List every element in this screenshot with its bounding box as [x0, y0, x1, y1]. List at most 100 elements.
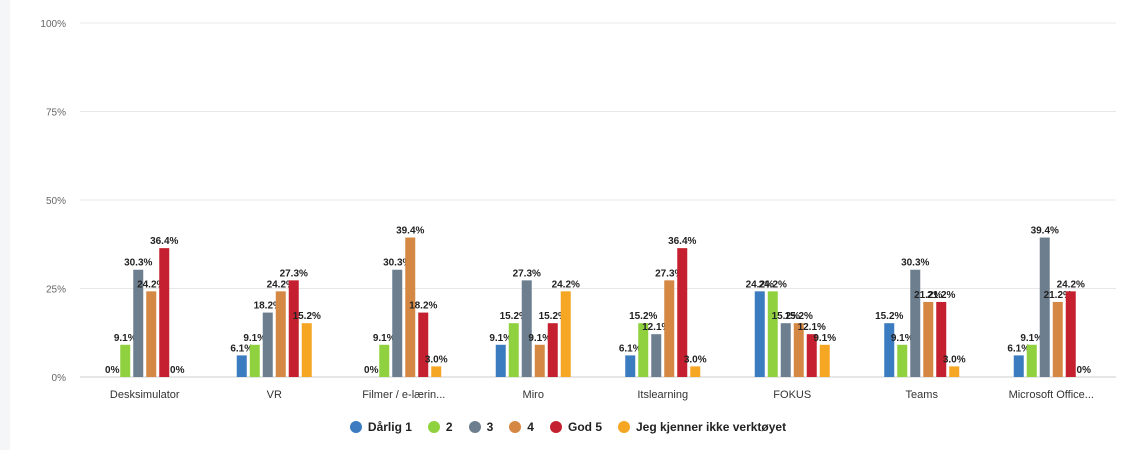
legend-item[interactable]: Dårlig 1 — [349, 420, 412, 434]
data-label: 18.2% — [254, 301, 282, 312]
data-label: 30.3% — [383, 258, 411, 269]
data-label: 9.1% — [114, 333, 137, 344]
bar[interactable] — [793, 323, 804, 377]
y-tick-label: 25% — [46, 285, 66, 296]
data-label: 0% — [105, 365, 120, 376]
legend-marker — [509, 421, 522, 433]
bar[interactable] — [236, 355, 247, 377]
data-label: 36.4% — [668, 236, 696, 247]
bar[interactable] — [431, 366, 442, 377]
bar[interactable] — [949, 366, 960, 377]
data-label: 24.2% — [267, 279, 295, 290]
data-label: 3.0% — [943, 354, 966, 365]
bar[interactable] — [806, 334, 817, 377]
bar[interactable] — [651, 334, 662, 377]
bar[interactable] — [690, 366, 701, 377]
data-label: 15.2% — [772, 311, 800, 322]
bar[interactable] — [780, 323, 791, 377]
bar[interactable] — [625, 355, 636, 377]
bar[interactable] — [521, 280, 532, 377]
legend-item[interactable]: God 5 — [549, 420, 602, 434]
bar[interactable] — [133, 269, 144, 377]
legend-label: God 5 — [567, 420, 602, 434]
data-label: 9.1% — [1020, 333, 1043, 344]
legend-label: 4 — [527, 420, 534, 434]
data-label: 6.1% — [619, 343, 642, 354]
data-label: 3.0% — [684, 354, 707, 365]
data-label: 15.2% — [500, 311, 528, 322]
chart-card: 0% 25% 50% 75% 100% 0% 9.1% 30.3% 24.2% 36.4% 0% De… — [10, 0, 1126, 450]
bar[interactable] — [534, 344, 545, 377]
bar[interactable] — [754, 291, 765, 377]
bar[interactable] — [819, 344, 830, 377]
legend-item[interactable]: 3 — [468, 420, 494, 434]
data-label: 15.2% — [785, 311, 813, 322]
bar[interactable] — [301, 323, 312, 377]
data-label: 24.2% — [1057, 279, 1085, 290]
legend-label: Jeg kjenner ikke verktøyet — [636, 420, 787, 434]
bar[interactable] — [405, 237, 416, 377]
bar[interactable] — [159, 248, 170, 377]
data-label: 12.1% — [642, 322, 670, 333]
bar[interactable] — [1039, 237, 1050, 377]
bar[interactable] — [379, 344, 390, 377]
legend-item[interactable]: Jeg kjenner ikke verktøyet — [618, 420, 786, 434]
bar[interactable] — [664, 280, 675, 377]
bar[interactable] — [495, 344, 506, 377]
bar[interactable] — [262, 312, 273, 377]
bar[interactable] — [1065, 291, 1076, 377]
legend-label: 3 — [486, 420, 494, 434]
bar[interactable] — [1052, 301, 1063, 377]
y-tick-label: 100% — [40, 19, 66, 30]
data-label: 0% — [1077, 365, 1092, 376]
data-label: 27.3% — [280, 268, 308, 279]
bar[interactable] — [897, 344, 908, 377]
bar[interactable] — [936, 301, 947, 377]
bar[interactable] — [923, 301, 934, 377]
data-label: 30.3% — [901, 258, 929, 269]
bar[interactable] — [767, 291, 778, 377]
legend-marker — [549, 421, 562, 433]
data-label: 9.1% — [243, 333, 266, 344]
data-label: 24.2% — [759, 279, 787, 290]
data-label: 9.1% — [528, 333, 551, 344]
legend-marker — [427, 421, 440, 433]
bar[interactable] — [910, 269, 921, 377]
bar[interactable] — [677, 248, 688, 377]
data-label: 0% — [170, 365, 185, 376]
x-tick-label: Teams — [906, 389, 939, 401]
bar[interactable] — [884, 323, 895, 377]
bar[interactable] — [547, 323, 558, 377]
data-label: 9.1% — [489, 333, 512, 344]
data-label: 21.2% — [914, 290, 942, 301]
bar[interactable] — [275, 291, 286, 377]
data-label: 24.2% — [137, 279, 165, 290]
bar[interactable] — [392, 269, 403, 377]
data-label: 9.1% — [373, 333, 396, 344]
bar[interactable] — [288, 280, 299, 377]
bar[interactable] — [120, 344, 131, 377]
bar[interactable] — [418, 312, 429, 377]
data-label: 15.2% — [875, 311, 903, 322]
y-tick-label: 0% — [52, 373, 67, 384]
bar[interactable] — [249, 344, 260, 377]
legend-item[interactable]: 4 — [509, 420, 534, 434]
data-label: 3.0% — [425, 354, 448, 365]
bar[interactable] — [1013, 355, 1024, 377]
x-tick-label: Desksimulator — [110, 389, 180, 401]
data-label: 9.1% — [813, 333, 836, 344]
data-label: 36.4% — [150, 236, 178, 247]
data-label: 18.2% — [409, 301, 437, 312]
bar[interactable] — [1026, 344, 1037, 377]
bar[interactable] — [146, 291, 157, 377]
data-label: 39.4% — [396, 226, 424, 237]
bar[interactable] — [560, 291, 571, 377]
bar[interactable] — [508, 323, 519, 377]
data-label: 15.2% — [539, 311, 567, 322]
data-label: 0% — [364, 365, 379, 376]
x-tick-label: Miro — [523, 389, 544, 401]
legend-item[interactable]: 2 — [427, 420, 453, 434]
data-label: 27.3% — [655, 268, 683, 279]
data-label: 6.1% — [1007, 343, 1030, 354]
bar[interactable] — [638, 323, 649, 377]
